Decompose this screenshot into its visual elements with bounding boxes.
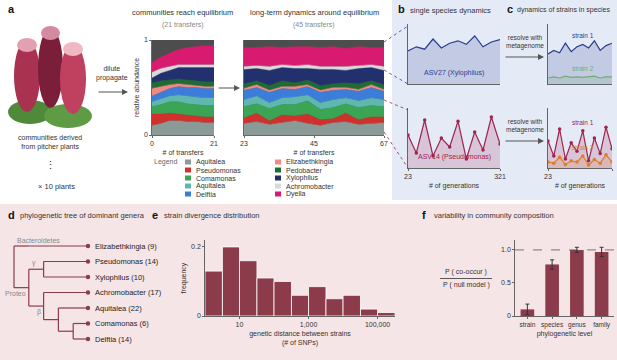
svg-text:0: 0 bbox=[150, 140, 154, 147]
svg-text:b: b bbox=[398, 3, 405, 15]
svg-text:Pseudomonas (14): Pseudomonas (14) bbox=[95, 257, 159, 266]
svg-text:21: 21 bbox=[210, 140, 218, 147]
svg-text:1,000: 1,000 bbox=[300, 321, 318, 328]
svg-text:long-term dynamics around equi: long-term dynamics around equilibrium bbox=[250, 8, 379, 17]
svg-text:γ: γ bbox=[32, 259, 36, 267]
svg-text:0: 0 bbox=[197, 312, 201, 319]
svg-text:Aquitalea: Aquitalea bbox=[196, 182, 225, 190]
svg-text:ASV27 (Xylophilus): ASV27 (Xylophilus) bbox=[424, 69, 484, 77]
svg-text:ASV14 (Pseudomonas): ASV14 (Pseudomonas) bbox=[418, 153, 491, 161]
svg-text:e: e bbox=[152, 209, 158, 221]
svg-text:Delftia (14): Delftia (14) bbox=[95, 335, 132, 344]
svg-text:communities reach equilibrium: communities reach equilibrium bbox=[132, 8, 233, 17]
svg-text:phylogenetic tree of dominant: phylogenetic tree of dominant genera bbox=[20, 211, 145, 220]
svg-text:Proteo: Proteo bbox=[5, 290, 26, 297]
svg-text:resolve withmetagenome: resolve withmetagenome bbox=[506, 118, 544, 134]
svg-text:d: d bbox=[8, 209, 15, 221]
svg-text:Xylophilus: Xylophilus bbox=[286, 174, 318, 182]
svg-text:⋮: ⋮ bbox=[45, 159, 56, 171]
svg-text:P ( co-occur ): P ( co-occur ) bbox=[445, 268, 487, 276]
svg-text:β: β bbox=[37, 308, 41, 316]
svg-text:strain 2: strain 2 bbox=[572, 65, 594, 72]
svg-text:Legend: Legend bbox=[154, 158, 177, 166]
svg-text:321: 321 bbox=[494, 173, 506, 180]
svg-text:Comamonas: Comamonas bbox=[196, 175, 236, 182]
svg-text:Pedobacter: Pedobacter bbox=[286, 167, 322, 174]
svg-text:strain: strain bbox=[519, 321, 535, 328]
svg-text:resolve withmetagenome: resolve withmetagenome bbox=[506, 34, 544, 50]
svg-text:1: 1 bbox=[144, 36, 148, 43]
svg-text:45: 45 bbox=[310, 140, 318, 147]
svg-text:23: 23 bbox=[240, 140, 248, 147]
svg-text:0.2: 0.2 bbox=[191, 243, 201, 250]
svg-text:Xylophilus (10): Xylophilus (10) bbox=[95, 273, 145, 282]
svg-text:single species dynamics: single species dynamics bbox=[410, 6, 491, 15]
svg-text:relative abundance: relative abundance bbox=[133, 58, 140, 117]
svg-text:P ( null model ): P ( null model ) bbox=[443, 281, 490, 289]
svg-text:# of generations: # of generations bbox=[429, 182, 480, 190]
svg-text:Aquitalea: Aquitalea bbox=[196, 158, 225, 166]
svg-text:(21 transfers): (21 transfers) bbox=[162, 21, 204, 29]
svg-text:23: 23 bbox=[544, 173, 552, 180]
svg-text:0.5: 0.5 bbox=[501, 279, 511, 286]
svg-text:dynamics of strains in species: dynamics of strains in species bbox=[517, 6, 610, 14]
svg-text:strain 1: strain 1 bbox=[572, 119, 594, 126]
svg-text:Delftia: Delftia bbox=[196, 191, 216, 198]
svg-text:f: f bbox=[422, 209, 426, 221]
svg-text:strain 1: strain 1 bbox=[572, 32, 594, 39]
svg-text:dilutepropagate: dilutepropagate bbox=[96, 65, 128, 82]
svg-text:Dyella: Dyella bbox=[286, 190, 306, 198]
svg-text:Comamonas (6): Comamonas (6) bbox=[95, 319, 149, 328]
svg-text:Aquitalea (22): Aquitalea (22) bbox=[95, 304, 142, 313]
svg-text:frequency: frequency bbox=[180, 262, 188, 293]
svg-text:67: 67 bbox=[380, 140, 388, 147]
svg-text:genus: genus bbox=[568, 321, 586, 329]
svg-text:Elizabethkingia (9): Elizabethkingia (9) bbox=[95, 242, 157, 251]
svg-text:c: c bbox=[507, 3, 513, 15]
svg-text:0: 0 bbox=[144, 131, 148, 138]
svg-text:strain divergence distribution: strain divergence distribution bbox=[164, 211, 259, 220]
svg-text:family: family bbox=[593, 321, 611, 329]
svg-text:(45 transfers): (45 transfers) bbox=[293, 21, 335, 29]
svg-text:species: species bbox=[541, 321, 564, 329]
svg-text:10: 10 bbox=[236, 321, 244, 328]
svg-text:× 10 plants: × 10 plants bbox=[38, 182, 75, 191]
svg-text:0: 0 bbox=[507, 312, 511, 319]
svg-text:genetic distance between strai: genetic distance between strains(# of SN… bbox=[249, 330, 351, 347]
svg-text:communities derivedfrom pitche: communities derivedfrom pitcher plants bbox=[18, 134, 82, 151]
svg-text:# of transfers: # of transfers bbox=[294, 149, 335, 156]
svg-text:strain 2: strain 2 bbox=[572, 144, 594, 151]
svg-text:Pseudomonas: Pseudomonas bbox=[196, 167, 241, 174]
svg-text:23: 23 bbox=[404, 173, 412, 180]
svg-text:# of generations: # of generations bbox=[555, 182, 606, 190]
svg-text:Bacteroidetes: Bacteroidetes bbox=[17, 237, 60, 244]
svg-text:phylogenetic level: phylogenetic level bbox=[537, 330, 593, 338]
svg-text:a: a bbox=[8, 3, 15, 15]
svg-text:Achromobacter: Achromobacter bbox=[286, 183, 334, 190]
svg-text:# of transfers: # of transfers bbox=[163, 149, 204, 156]
svg-text:Achromobacter (17): Achromobacter (17) bbox=[95, 288, 162, 297]
svg-text:variability in community compo: variability in community composition bbox=[434, 211, 554, 220]
svg-text:Elizabethkingia: Elizabethkingia bbox=[286, 158, 333, 166]
svg-text:1.0: 1.0 bbox=[501, 246, 511, 253]
svg-text:100,000: 100,000 bbox=[365, 321, 390, 328]
